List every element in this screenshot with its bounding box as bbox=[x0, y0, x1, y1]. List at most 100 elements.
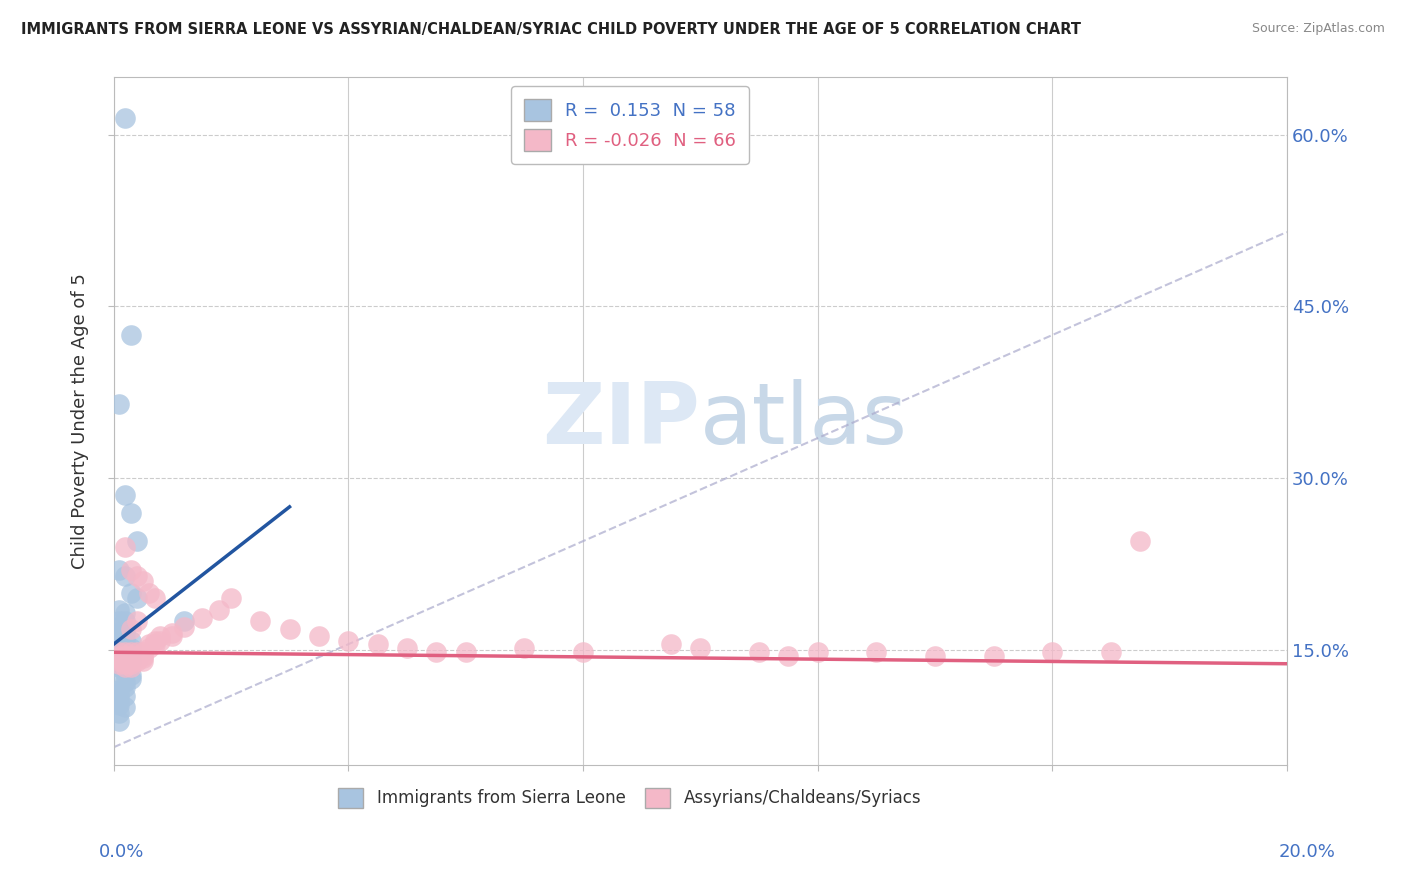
Point bbox=[143, 637, 166, 651]
Point bbox=[120, 657, 142, 671]
Point bbox=[108, 620, 131, 634]
Point bbox=[108, 615, 131, 629]
Point bbox=[108, 648, 131, 663]
Point bbox=[108, 651, 131, 665]
Point bbox=[108, 657, 131, 672]
Point bbox=[114, 645, 136, 659]
Point bbox=[108, 648, 131, 663]
Point bbox=[190, 611, 212, 625]
Point bbox=[114, 540, 136, 554]
Point bbox=[806, 645, 828, 659]
Point bbox=[865, 645, 887, 659]
Point bbox=[120, 623, 142, 637]
Point bbox=[1129, 534, 1152, 549]
Point bbox=[108, 686, 131, 700]
Point bbox=[160, 629, 183, 643]
Point bbox=[132, 651, 155, 665]
Point bbox=[249, 615, 271, 629]
Point bbox=[114, 648, 136, 663]
Point bbox=[278, 623, 301, 637]
Point bbox=[120, 645, 142, 659]
Point bbox=[108, 657, 131, 671]
Point bbox=[108, 640, 131, 654]
Point bbox=[114, 647, 136, 661]
Point bbox=[108, 644, 131, 658]
Point bbox=[114, 615, 136, 629]
Point bbox=[1099, 645, 1122, 659]
Point bbox=[108, 706, 131, 720]
Point bbox=[114, 663, 136, 677]
Point bbox=[125, 655, 148, 669]
Point bbox=[108, 651, 131, 665]
Point bbox=[114, 488, 136, 502]
Point bbox=[120, 645, 142, 659]
Point bbox=[114, 623, 136, 637]
Point bbox=[108, 653, 131, 667]
Point bbox=[108, 636, 131, 650]
Point bbox=[132, 648, 155, 663]
Point bbox=[114, 657, 136, 671]
Point bbox=[114, 680, 136, 694]
Point bbox=[108, 655, 131, 669]
Point bbox=[125, 534, 148, 549]
Point bbox=[425, 645, 447, 659]
Point bbox=[778, 648, 800, 663]
Point bbox=[108, 714, 131, 728]
Point bbox=[108, 647, 131, 661]
Point bbox=[108, 660, 131, 674]
Point bbox=[120, 655, 142, 669]
Point bbox=[748, 645, 770, 659]
Point bbox=[108, 397, 131, 411]
Point bbox=[108, 691, 131, 706]
Point bbox=[219, 591, 242, 606]
Text: 20.0%: 20.0% bbox=[1279, 843, 1336, 861]
Point bbox=[173, 620, 195, 634]
Point bbox=[120, 640, 142, 655]
Point bbox=[143, 591, 166, 606]
Point bbox=[513, 640, 536, 655]
Point bbox=[114, 651, 136, 665]
Point bbox=[125, 645, 148, 659]
Point bbox=[149, 629, 172, 643]
Text: 0.0%: 0.0% bbox=[98, 843, 143, 861]
Text: ZIP: ZIP bbox=[543, 379, 700, 462]
Point bbox=[114, 648, 136, 663]
Point bbox=[114, 660, 136, 674]
Text: Source: ZipAtlas.com: Source: ZipAtlas.com bbox=[1251, 22, 1385, 36]
Point bbox=[114, 645, 136, 659]
Point bbox=[132, 655, 155, 669]
Point bbox=[983, 648, 1005, 663]
Point bbox=[454, 645, 477, 659]
Point bbox=[572, 645, 595, 659]
Point bbox=[114, 651, 136, 665]
Point bbox=[114, 625, 136, 640]
Y-axis label: Child Poverty Under the Age of 5: Child Poverty Under the Age of 5 bbox=[72, 273, 89, 569]
Point bbox=[367, 637, 389, 651]
Point bbox=[114, 665, 136, 680]
Point bbox=[120, 651, 142, 665]
Point bbox=[108, 629, 131, 643]
Point bbox=[120, 655, 142, 669]
Point bbox=[108, 563, 131, 577]
Point bbox=[120, 660, 142, 674]
Point bbox=[125, 651, 148, 665]
Text: IMMIGRANTS FROM SIERRA LEONE VS ASSYRIAN/CHALDEAN/SYRIAC CHILD POVERTY UNDER THE: IMMIGRANTS FROM SIERRA LEONE VS ASSYRIAN… bbox=[21, 22, 1081, 37]
Point bbox=[114, 689, 136, 703]
Point bbox=[120, 668, 142, 682]
Point bbox=[108, 625, 131, 640]
Point bbox=[114, 640, 136, 654]
Point bbox=[308, 629, 330, 643]
Point bbox=[114, 568, 136, 582]
Point bbox=[114, 607, 136, 621]
Point bbox=[114, 657, 136, 671]
Point bbox=[125, 615, 148, 629]
Point bbox=[120, 586, 142, 600]
Point bbox=[689, 640, 711, 655]
Point bbox=[114, 655, 136, 669]
Point bbox=[173, 615, 195, 629]
Point bbox=[208, 603, 231, 617]
Point bbox=[114, 700, 136, 714]
Point bbox=[120, 633, 142, 648]
Point bbox=[125, 591, 148, 606]
Point bbox=[114, 111, 136, 125]
